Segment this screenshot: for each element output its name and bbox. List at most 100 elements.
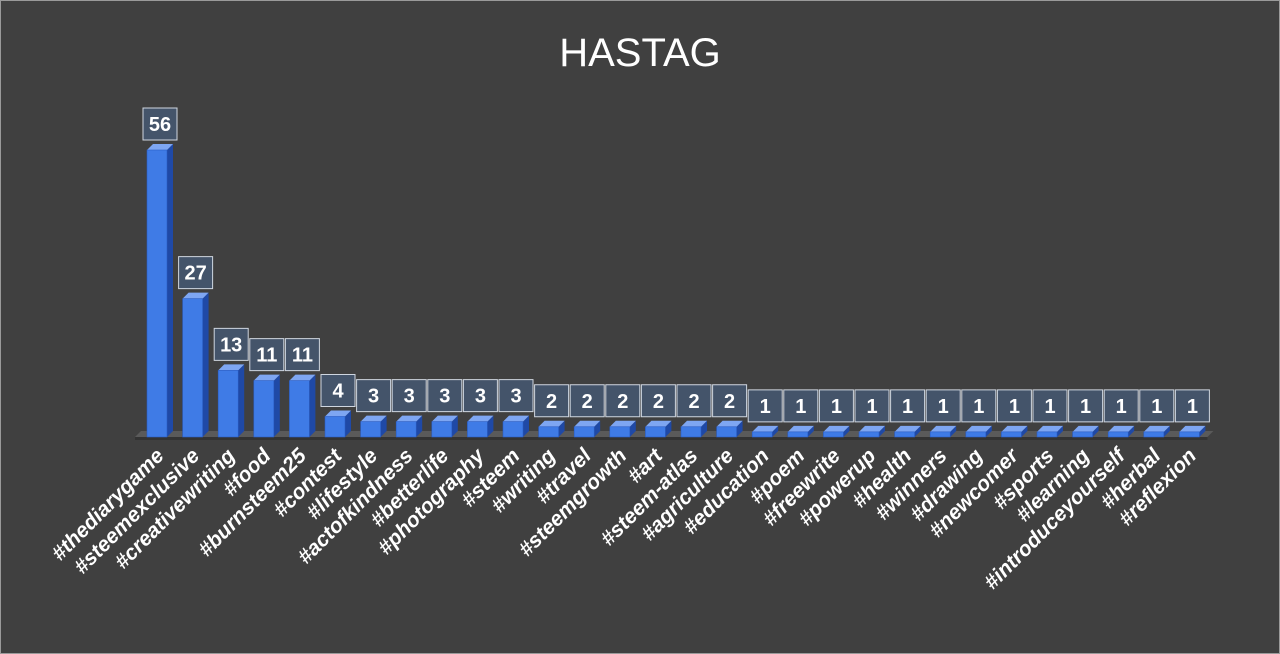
bar-side xyxy=(843,425,850,437)
data-label: 27 xyxy=(178,256,214,290)
bar-top xyxy=(965,425,992,432)
data-label-box xyxy=(712,384,748,418)
bar-front xyxy=(1036,431,1058,438)
data-label-box xyxy=(427,379,463,413)
chart-title: HASTAG xyxy=(559,31,721,75)
bar-top xyxy=(467,415,494,422)
bar xyxy=(965,425,992,438)
data-label-box xyxy=(640,384,676,418)
data-label-text: 3 xyxy=(368,386,379,408)
data-label-text: 1 xyxy=(1151,396,1162,418)
data-label: 2 xyxy=(640,384,676,418)
bar-front xyxy=(360,421,381,438)
bar-side xyxy=(807,425,814,437)
bar-side xyxy=(1092,425,1099,437)
bar xyxy=(217,364,245,438)
bar xyxy=(431,415,458,438)
bar-top xyxy=(1072,425,1099,432)
data-label-box xyxy=(498,379,534,413)
bar xyxy=(751,425,779,438)
data-label: 1 xyxy=(961,389,997,423)
bar-side xyxy=(523,415,529,437)
data-label: 56 xyxy=(142,107,178,141)
bar-front xyxy=(609,426,631,438)
data-label-box xyxy=(569,384,605,418)
data-label-text: 2 xyxy=(724,391,735,413)
bar-top xyxy=(716,420,743,427)
bar-front xyxy=(1001,431,1022,438)
data-label-text: 2 xyxy=(617,391,628,413)
data-label-text: 1 xyxy=(1187,396,1198,418)
bar xyxy=(929,425,957,438)
data-label-box xyxy=(356,379,392,413)
data-label: 1 xyxy=(1032,389,1068,423)
data-label: 3 xyxy=(391,379,427,413)
data-label: 2 xyxy=(605,384,641,418)
data-label: 1 xyxy=(783,389,819,423)
data-label-box xyxy=(925,389,961,423)
data-label: 1 xyxy=(854,389,890,423)
bar-front xyxy=(751,431,773,438)
data-label-text: 1 xyxy=(831,396,842,418)
bar xyxy=(573,420,601,438)
data-label: 1 xyxy=(1068,389,1104,423)
x-tick-labels: #thediarygame#steemexclusive#creativewri… xyxy=(47,443,1200,594)
bar-top xyxy=(325,410,351,417)
bar xyxy=(716,420,743,438)
bar xyxy=(467,415,494,438)
bar-side xyxy=(914,425,921,437)
bar-side xyxy=(1021,425,1028,437)
data-label-text: 2 xyxy=(653,391,664,413)
bar xyxy=(823,425,850,438)
bar-top xyxy=(147,144,173,150)
data-label-text: 3 xyxy=(475,386,486,408)
bar-top xyxy=(787,425,814,432)
bar xyxy=(1072,425,1099,438)
data-label-text: 56 xyxy=(149,114,171,136)
data-label-text: 1 xyxy=(1080,396,1091,418)
data-label-text: 4 xyxy=(332,381,344,403)
bar-top xyxy=(823,425,850,432)
bar-front xyxy=(182,298,203,438)
bar xyxy=(289,374,316,438)
bar-side xyxy=(345,410,351,437)
data-label-box xyxy=(249,338,285,372)
data-label-text: 1 xyxy=(973,396,984,418)
data-label-text: 3 xyxy=(404,386,415,408)
bar xyxy=(1036,425,1063,438)
bar-top xyxy=(645,420,672,427)
bar-top xyxy=(1001,425,1028,432)
bar-front xyxy=(787,431,809,438)
data-label-text: 1 xyxy=(1044,396,1055,418)
bar-front xyxy=(217,370,239,438)
bar-front xyxy=(467,421,488,438)
bar-top xyxy=(289,374,316,381)
bar-top xyxy=(431,415,458,422)
data-label-text: 3 xyxy=(510,386,521,408)
data-label-box xyxy=(961,389,997,423)
bar-top xyxy=(538,420,565,427)
bar-front xyxy=(823,431,844,438)
bar-front xyxy=(1143,431,1165,438)
data-label-box xyxy=(142,107,178,141)
bar-front xyxy=(929,431,951,438)
bar-top xyxy=(360,415,387,422)
bar-top xyxy=(253,374,280,381)
data-label-text: 1 xyxy=(760,396,771,418)
data-label: 2 xyxy=(534,384,570,418)
bar xyxy=(146,144,173,438)
data-label: 13 xyxy=(213,327,249,361)
data-label-box xyxy=(1139,389,1175,423)
bar-side xyxy=(380,415,387,437)
bar-side xyxy=(273,374,280,437)
bar-front xyxy=(146,149,168,438)
bar-front xyxy=(965,431,987,438)
data-label-box xyxy=(462,379,498,413)
bar-top xyxy=(894,425,921,432)
bar-front xyxy=(253,380,275,438)
data-label-text: 2 xyxy=(546,391,557,413)
data-label: 1 xyxy=(996,389,1032,423)
bar xyxy=(1107,425,1135,438)
